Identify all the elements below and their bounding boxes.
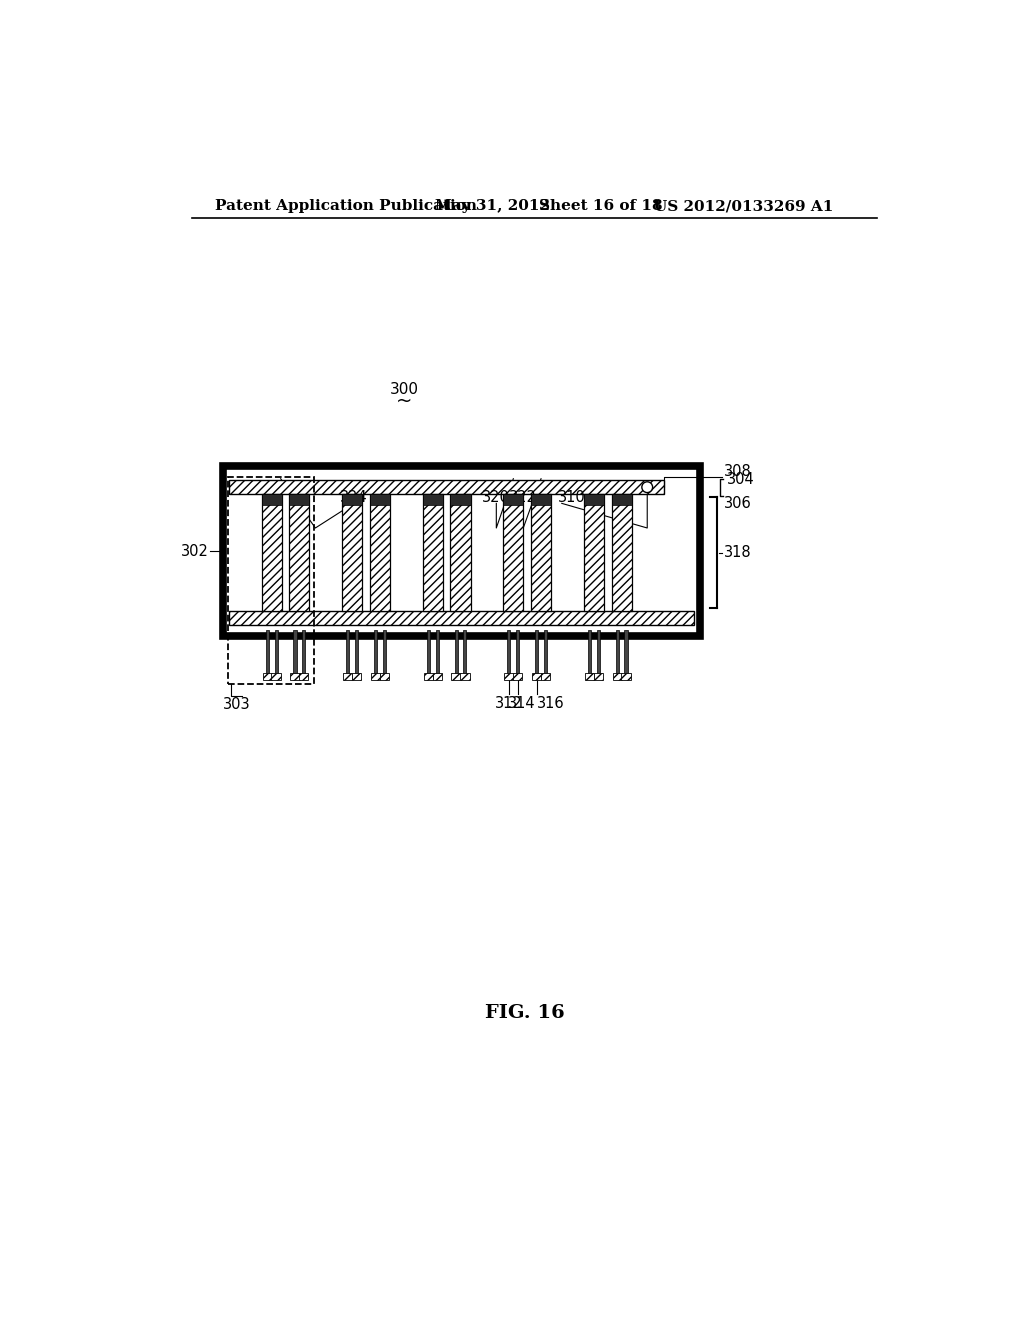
Bar (263, 673, 272, 681)
Bar (432, 673, 441, 681)
Bar (464, 630, 467, 675)
Bar (229, 611, 694, 626)
Bar (625, 630, 628, 675)
Bar (504, 673, 514, 681)
Bar (531, 494, 551, 506)
Bar (611, 494, 632, 506)
Text: May 31, 2012: May 31, 2012 (435, 199, 550, 213)
Bar (423, 494, 442, 506)
Bar (597, 630, 600, 675)
Bar (452, 673, 461, 681)
Text: 300: 300 (389, 381, 419, 397)
Text: 308: 308 (724, 463, 752, 479)
Text: 318: 318 (724, 545, 751, 560)
Bar (536, 630, 539, 675)
Bar (352, 673, 361, 681)
Bar (455, 630, 458, 675)
Bar (355, 630, 358, 675)
Bar (513, 673, 522, 681)
Bar (262, 494, 282, 506)
Text: 324: 324 (340, 490, 368, 504)
Bar (346, 630, 349, 675)
Bar (612, 673, 622, 681)
Bar (342, 494, 362, 611)
Text: 312: 312 (495, 696, 523, 711)
Text: 302: 302 (181, 544, 209, 558)
Bar (424, 673, 433, 681)
Bar (504, 494, 523, 611)
Bar (615, 630, 618, 675)
Bar (262, 494, 282, 611)
Bar (435, 630, 438, 675)
Bar (290, 494, 309, 611)
Bar (371, 673, 380, 681)
Bar (274, 630, 278, 675)
Bar (343, 673, 352, 681)
Bar (544, 630, 547, 675)
Bar (266, 630, 269, 675)
Text: Sheet 16 of 18: Sheet 16 of 18 (539, 199, 663, 213)
Text: ~: ~ (395, 392, 412, 411)
Bar (531, 494, 551, 611)
Text: 314: 314 (508, 696, 536, 711)
Bar (299, 673, 308, 681)
Bar (370, 494, 390, 506)
Bar (451, 494, 470, 506)
Bar (461, 673, 470, 681)
Bar (584, 494, 604, 506)
Text: 320: 320 (482, 490, 510, 504)
Bar (302, 630, 305, 675)
Circle shape (642, 482, 652, 492)
Text: 304: 304 (727, 473, 755, 487)
Bar (423, 494, 442, 611)
Text: 316: 316 (537, 696, 564, 711)
Bar (507, 630, 510, 675)
Bar (294, 630, 297, 675)
Bar (588, 630, 591, 675)
Text: 303: 303 (223, 697, 251, 713)
Bar (504, 494, 523, 506)
Bar (427, 630, 430, 675)
Bar (290, 494, 309, 506)
Text: Patent Application Publication: Patent Application Publication (215, 199, 477, 213)
Text: 306: 306 (724, 496, 752, 511)
Bar (594, 673, 603, 681)
Bar (451, 494, 470, 611)
Bar (229, 480, 665, 494)
Bar (342, 494, 362, 506)
Bar (585, 673, 594, 681)
Bar (584, 494, 604, 611)
Bar (223, 466, 700, 636)
Bar (271, 673, 281, 681)
Bar (383, 630, 386, 675)
Text: FIG. 16: FIG. 16 (485, 1005, 564, 1022)
Bar (374, 630, 377, 675)
Bar (291, 673, 300, 681)
Bar (516, 630, 519, 675)
Bar (611, 494, 632, 611)
Bar (380, 673, 389, 681)
Bar (622, 673, 631, 681)
Text: US 2012/0133269 A1: US 2012/0133269 A1 (654, 199, 834, 213)
Bar (541, 673, 550, 681)
Bar (532, 673, 542, 681)
Text: 322: 322 (509, 490, 538, 504)
Bar (227, 478, 314, 684)
Text: 310: 310 (558, 490, 586, 504)
Bar (370, 494, 390, 611)
